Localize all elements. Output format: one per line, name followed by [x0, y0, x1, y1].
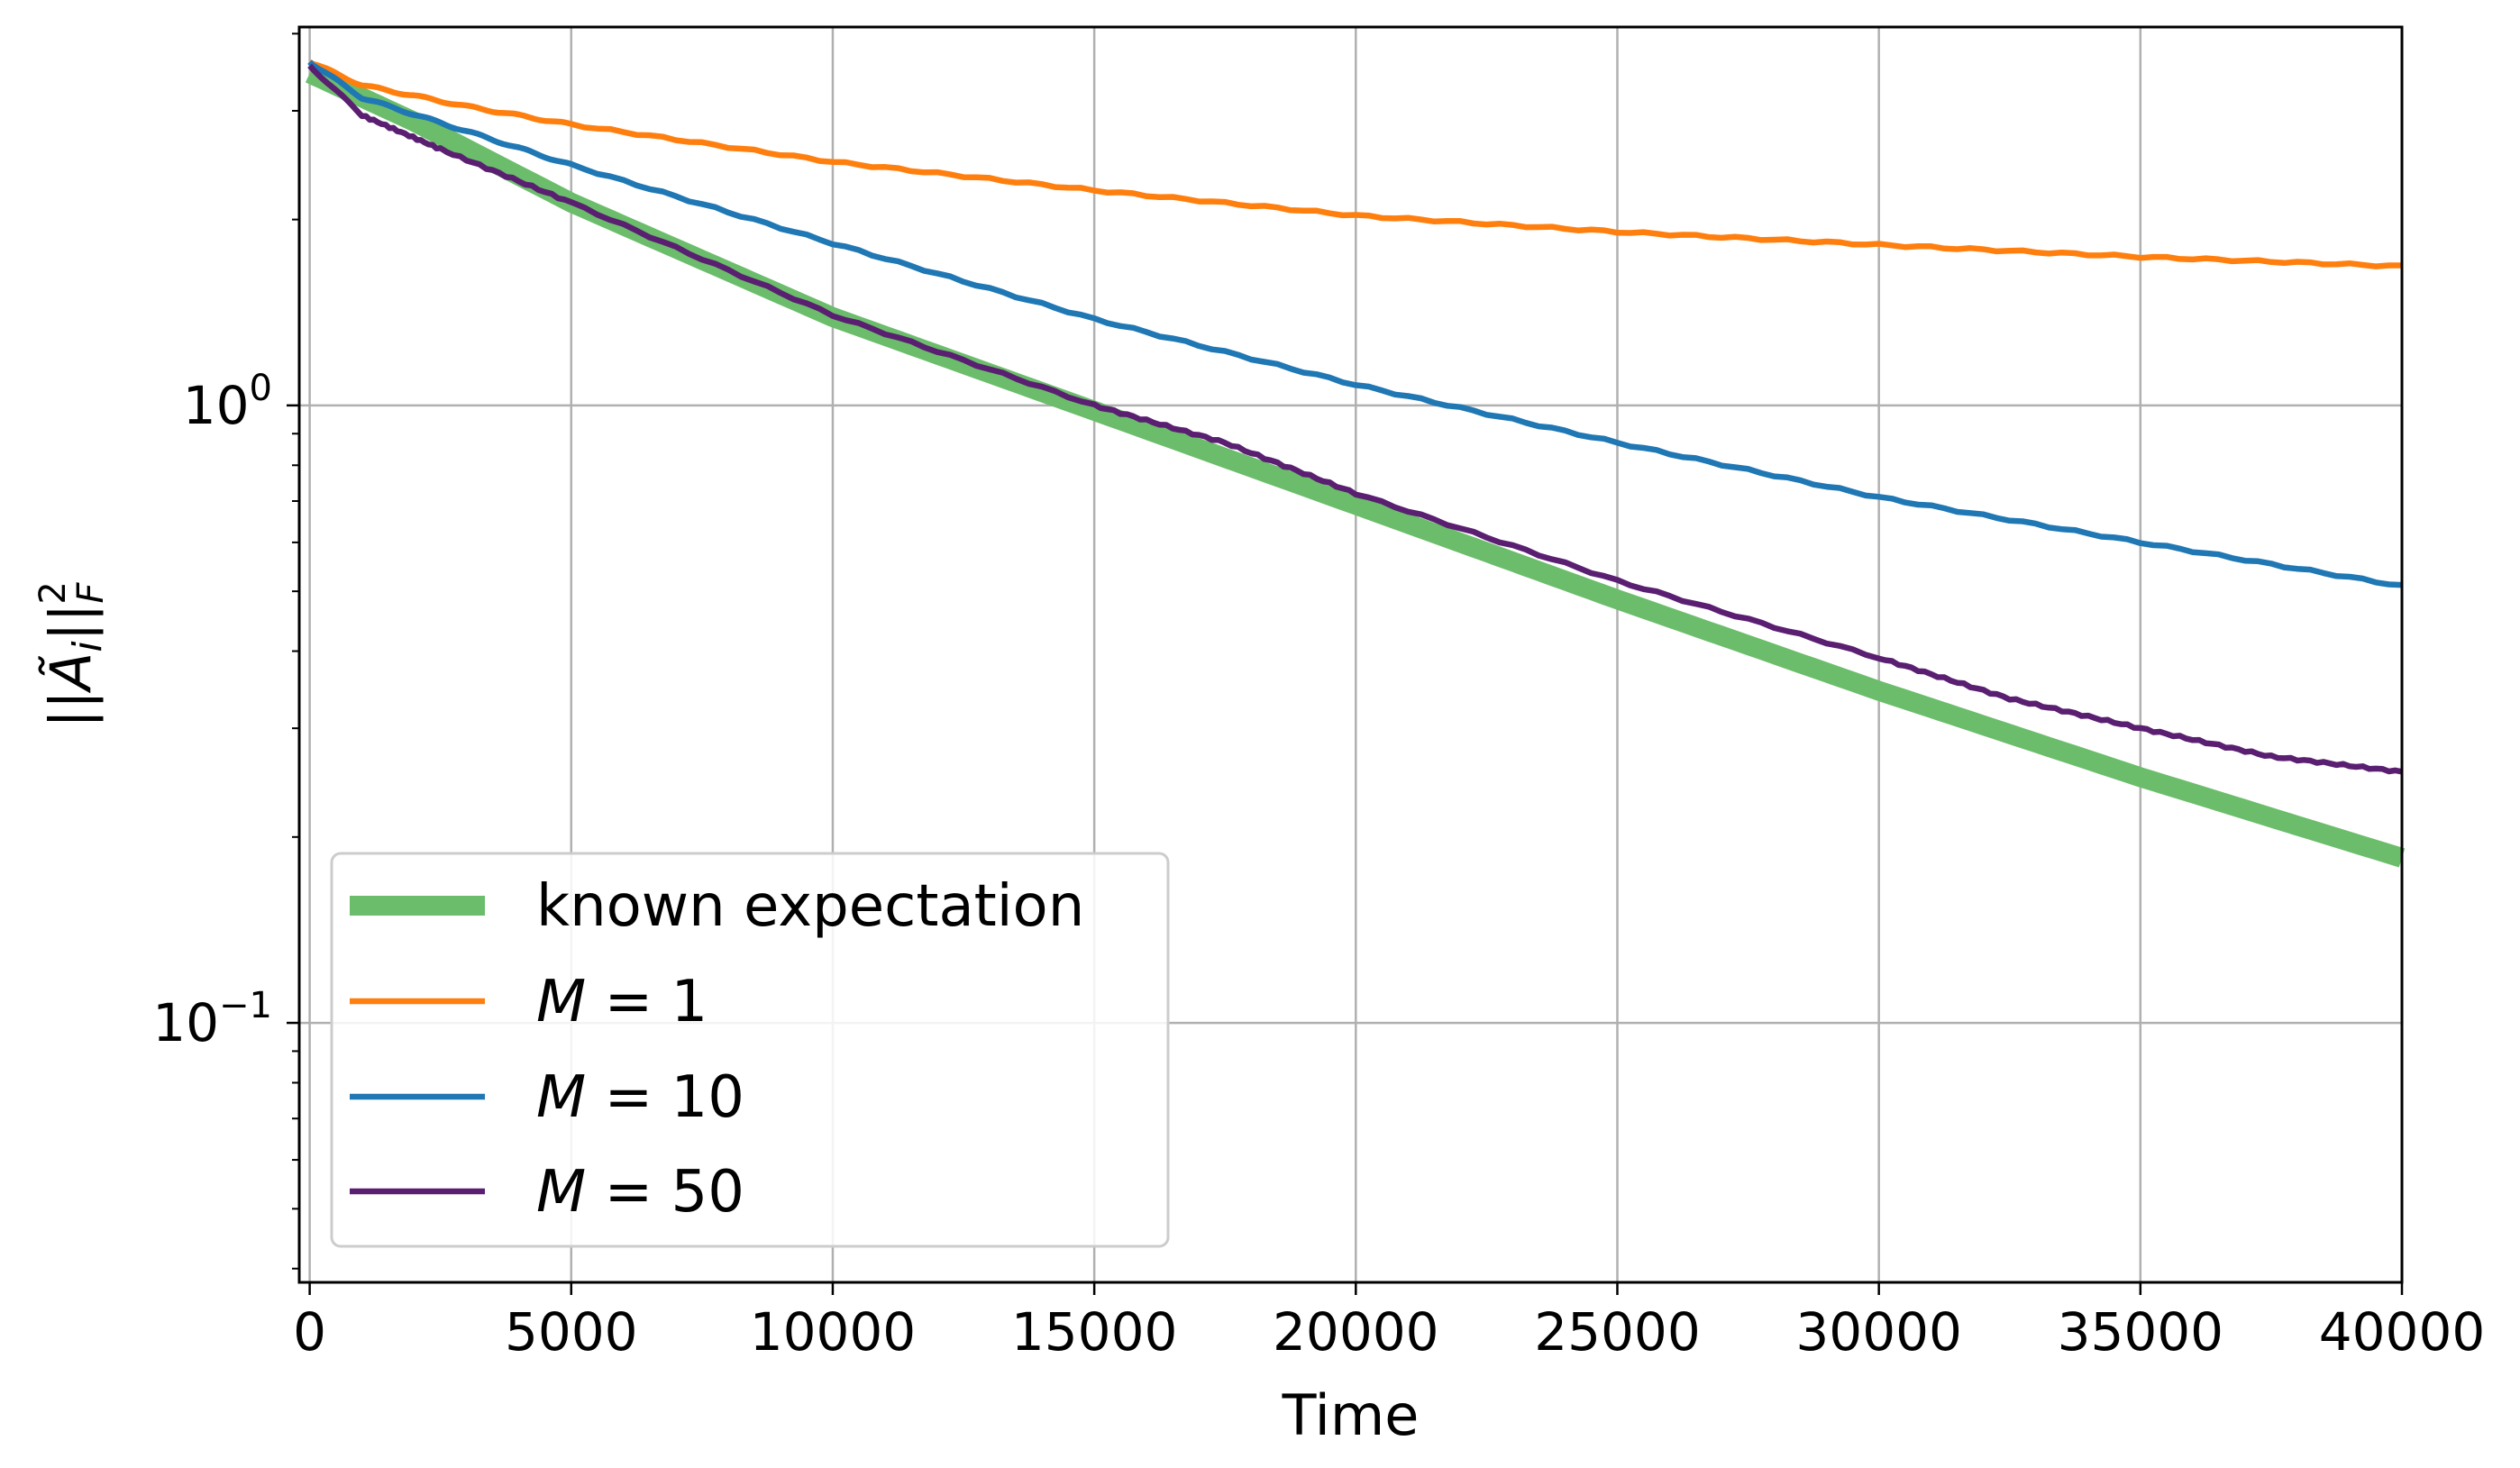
x-tick-label: 5000	[505, 1301, 638, 1363]
x-tick-label: 10000	[750, 1301, 917, 1363]
series-line-1	[307, 59, 2402, 269]
y-tick-exponent: 0	[250, 368, 272, 409]
legend-box	[330, 852, 1170, 1248]
y-axis-label-part: ||	[38, 690, 105, 728]
axis-ticks: 0 5000 10000 15000 20000 25000 30000 35000 40000…	[152, 32, 2486, 1363]
series-group	[305, 59, 2406, 868]
x-tick-label: 40000	[2319, 1301, 2486, 1363]
series-line-0	[305, 64, 2406, 868]
series-line-2	[307, 59, 2403, 588]
x-axis-label: Time	[1282, 1382, 1420, 1448]
y-axis-label-part: 2	[32, 581, 74, 604]
x-tick-label: 25000	[1534, 1301, 1701, 1363]
series-line-3	[307, 63, 2403, 775]
legend-var: M	[536, 1159, 586, 1226]
plot-frame	[297, 25, 2404, 1284]
y-axis-label: ||Ãi||F2	[32, 581, 112, 728]
y-axis-label-text: ||Ãi||F2	[32, 581, 112, 728]
legend-var: M	[536, 1064, 586, 1131]
legend-label-2: M = 10	[536, 1064, 744, 1131]
legend-value: = 1	[586, 969, 708, 1035]
legend-var: M	[536, 969, 586, 1035]
legend-value: = 50	[586, 1159, 744, 1226]
x-tick-label: 0	[293, 1301, 326, 1363]
legend-value: = 10	[586, 1064, 744, 1131]
x-tick-label: 35000	[2058, 1301, 2224, 1363]
x-tick-label: 30000	[1795, 1301, 1962, 1363]
legend-label-1: M = 1	[536, 969, 708, 1035]
y-axis-label-part: i	[65, 641, 111, 652]
legend-label-0: known expectation	[536, 873, 1084, 940]
y-axis-label-part: Ã	[38, 652, 104, 694]
x-tick-label: 20000	[1273, 1301, 1439, 1363]
legend-label-3: M = 50	[536, 1159, 744, 1226]
y-axis-label-part: F	[70, 582, 112, 604]
y-tick-exponent: −1	[219, 985, 272, 1026]
x-tick-label: 15000	[1011, 1301, 1178, 1363]
axis-labels: Time||Ãi||F2	[32, 581, 1419, 1448]
y-axis-label-part: ||	[38, 604, 105, 642]
